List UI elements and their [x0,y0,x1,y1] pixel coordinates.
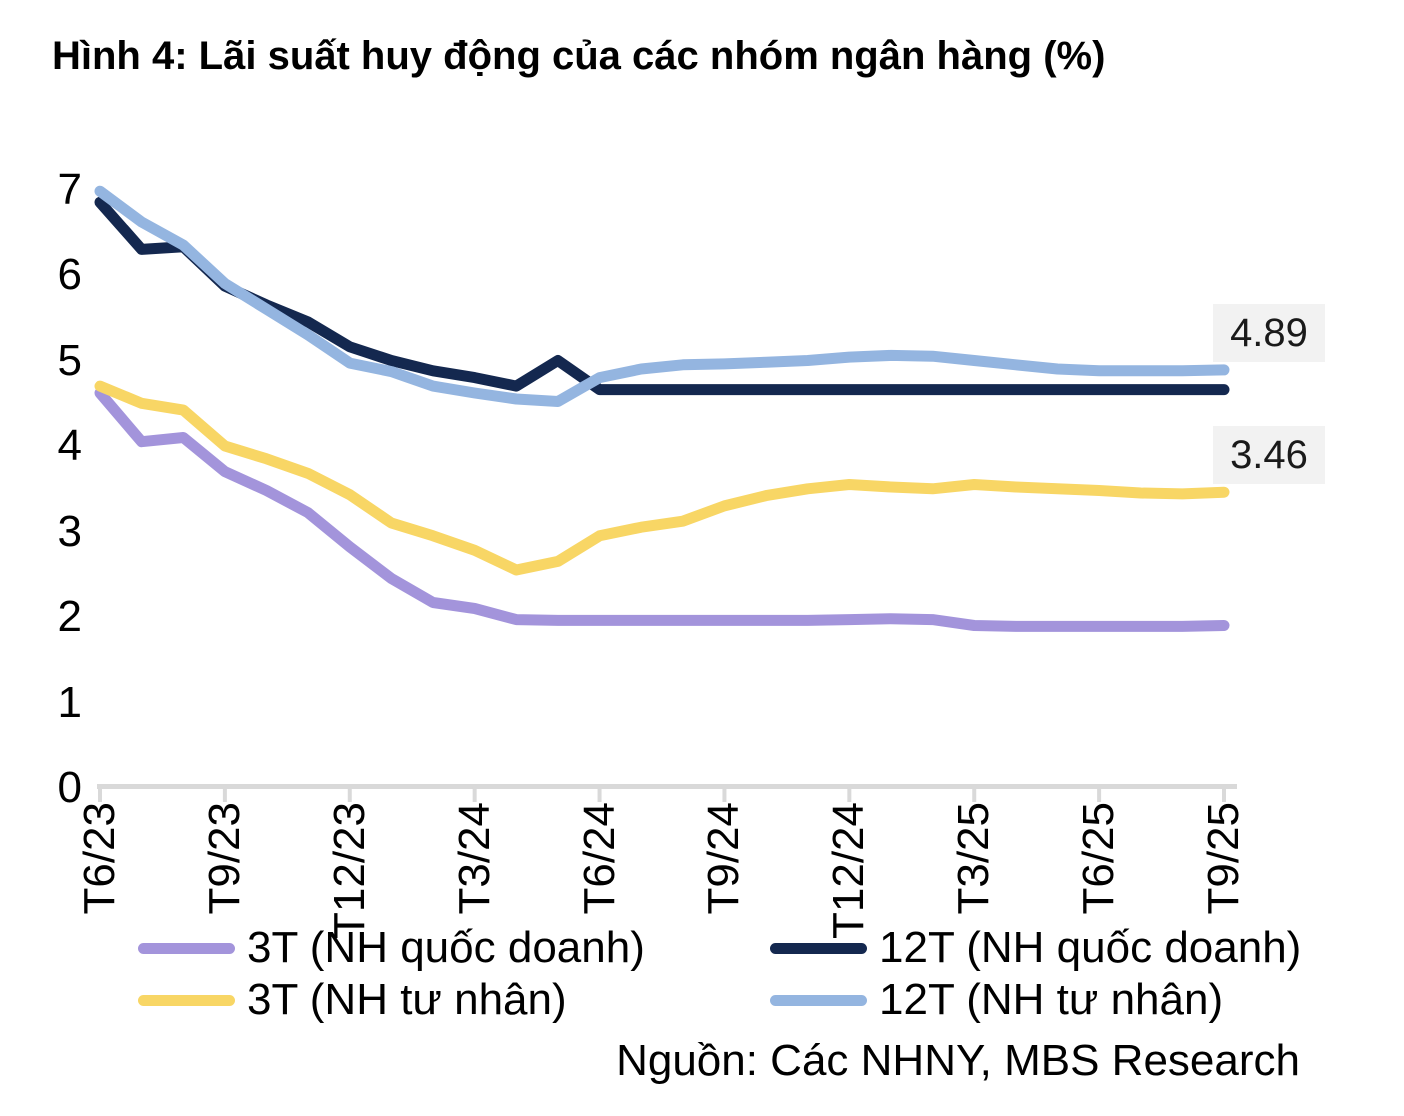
x-tick-label: T9/25 [1199,802,1248,915]
series-line-3t-nh-qu-c-doanh- [94,387,1230,632]
x-tick-label: T6/23 [75,802,124,915]
y-tick-label: 5 [57,335,82,385]
legend-item-12t-nh-qu-c-doanh-: 12T (NH quốc doanh) [770,922,1301,974]
x-tick-label: T9/24 [699,802,749,915]
x-tick-label: T3/25 [949,802,999,915]
x-tick-label: T12/24 [824,802,874,939]
chart-title: Hình 4: Lãi suất huy động của các nhóm n… [52,34,1106,78]
legend-item-3t-nh-t-nh-n-: 3T (NH tư nhân) [138,974,567,1026]
y-tick-label: 6 [57,250,82,299]
legend-swatch-icon [138,994,235,1006]
x-tick-label: T9/23 [199,802,249,915]
legend-swatch-icon [770,942,867,954]
legend-label: 3T (NH quốc doanh) [247,923,645,972]
series-line-12t-nh-qu-c-doanh- [94,196,1230,396]
x-tick-label: T12/23 [324,802,374,939]
y-tick-label: 2 [57,592,82,641]
y-tick-label: 7 [57,164,82,214]
y-tick-label: 3 [57,506,82,556]
legend-item-3t-nh-qu-c-doanh-: 3T (NH quốc doanh) [138,922,645,974]
x-tick-label: T3/24 [449,802,499,915]
y-tick-label: 0 [57,763,82,812]
data-label-4-89: 4.89 [1213,303,1325,362]
legend-label: 3T (NH tư nhân) [247,975,567,1024]
legend-label: 12T (NH tư nhân) [879,975,1224,1024]
y-tick-label: 4 [57,421,82,470]
legend-swatch-icon [138,942,235,954]
legend-swatch-icon [770,994,867,1006]
series-line-12t-nh-t-nh-n- [94,185,1230,407]
source-note: Nguồn: Các NHNY, MBS Research [616,1036,1300,1085]
legend-label: 12T (NH quốc doanh) [879,923,1302,972]
series-line-3t-nh-t-nh-n- [94,380,1230,576]
y-tick-label: 1 [57,677,82,727]
legend-item-12t-nh-t-nh-n-: 12T (NH tư nhân) [770,974,1223,1026]
x-tick-label: T6/25 [1074,802,1124,915]
x-tick-label: T6/24 [574,802,624,915]
data-label-3-46: 3.46 [1213,426,1325,485]
